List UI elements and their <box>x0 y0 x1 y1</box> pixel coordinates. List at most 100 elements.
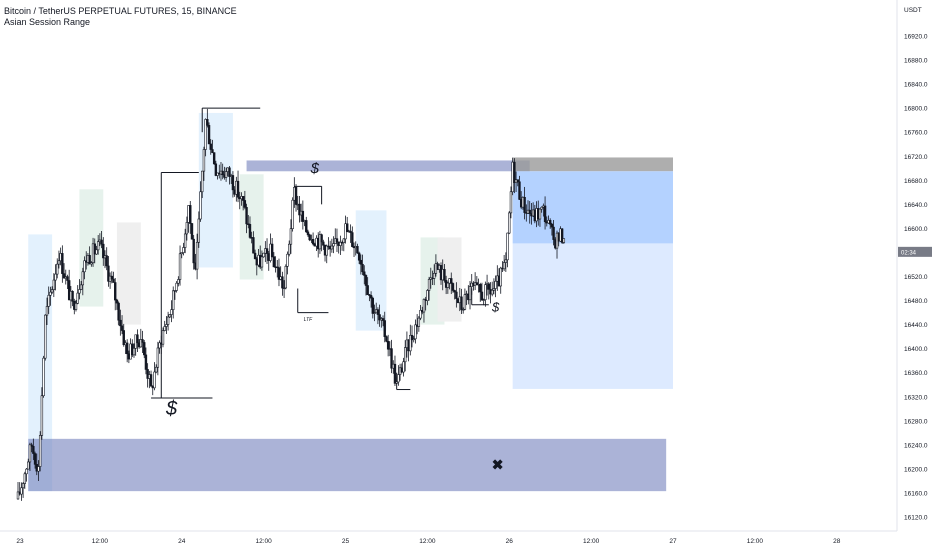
candle-body <box>49 291 52 296</box>
candle-body <box>61 253 64 274</box>
candle-body <box>27 461 30 470</box>
candle-body <box>330 245 334 250</box>
candle-body <box>146 369 149 379</box>
candle-body <box>201 170 204 193</box>
candle-body <box>359 259 363 265</box>
candle-body <box>381 318 385 321</box>
candle-body <box>178 253 182 280</box>
candle-body <box>289 228 293 245</box>
candle-body <box>50 289 54 293</box>
candle-body <box>390 348 393 369</box>
candle-body <box>90 262 93 265</box>
target-x-mark: ✖ <box>492 457 504 473</box>
candle-body <box>419 309 422 319</box>
position-risk-zone <box>512 171 673 244</box>
stop-loss-zone <box>512 157 673 172</box>
time-tick-label: 26 <box>506 538 514 545</box>
candle-body <box>192 238 195 264</box>
candle-body <box>404 347 407 363</box>
candle-body <box>410 334 414 341</box>
price-tick-label: 16600.0 <box>904 226 928 233</box>
liquidity-dollar-annotation: $ <box>310 160 320 177</box>
time-tick-label: 12:00 <box>419 538 436 545</box>
candle-body <box>376 309 380 315</box>
candle-body <box>363 271 366 276</box>
candle-body <box>172 290 175 310</box>
candle-body <box>81 271 85 286</box>
candle-body <box>322 241 325 246</box>
candle-body <box>308 234 311 241</box>
candle-body <box>332 243 335 247</box>
candle-body <box>528 209 531 214</box>
candle-body <box>168 314 172 318</box>
candle-body <box>480 291 484 301</box>
candle-body <box>487 283 490 290</box>
indicator-name: Asian Session Range <box>4 17 91 27</box>
candle-body <box>175 282 178 291</box>
candle-body <box>342 238 345 243</box>
candle-body <box>206 119 209 126</box>
candle-body <box>422 298 426 313</box>
time-tick-label: 27 <box>669 538 677 545</box>
candle-body <box>120 325 124 331</box>
candle-body <box>409 334 412 352</box>
candle-body <box>385 336 388 342</box>
candle-body <box>516 179 519 183</box>
candle-body <box>460 296 463 310</box>
candle-body <box>540 206 543 210</box>
candle-body <box>453 290 456 293</box>
candle-body <box>144 354 148 370</box>
candle-body <box>195 241 199 270</box>
candle-body <box>369 295 373 299</box>
price-tick-label: 16480.0 <box>904 298 928 305</box>
candle-body <box>20 487 23 495</box>
candle-body <box>161 330 165 345</box>
candle-body <box>276 266 279 269</box>
candle-body <box>393 363 397 384</box>
candle-body <box>356 246 359 254</box>
symbol-title: Bitcoin / TetherUS PERPETUAL FUTURES, 15… <box>4 6 237 16</box>
candle-body <box>45 306 49 316</box>
candle-body <box>402 361 405 373</box>
liquidity-dollar-annotation: $ <box>491 299 500 314</box>
candle-body <box>305 220 308 233</box>
candle-body <box>33 453 37 465</box>
candle-body <box>368 294 371 296</box>
candle-body <box>548 220 552 225</box>
candle-body <box>165 324 168 327</box>
time-tick-label: 28 <box>833 538 841 545</box>
session-range-box <box>116 222 141 325</box>
candle-body <box>509 191 513 214</box>
candle-body <box>508 212 511 234</box>
candle-body <box>286 253 289 267</box>
candle-body <box>417 317 421 327</box>
price-tick-label: 16720.0 <box>904 154 928 161</box>
candle-body <box>42 357 45 397</box>
price-tick-label: 16840.0 <box>904 82 928 89</box>
price-tick-label: 16240.0 <box>904 442 928 449</box>
ltf-annotation: LTF <box>304 317 313 323</box>
candle-body <box>23 473 27 484</box>
price-tick-label: 16880.0 <box>904 58 928 65</box>
candle-body <box>335 238 339 243</box>
candle-body <box>38 435 42 467</box>
candle-body <box>40 395 44 436</box>
price-tick-label: 16280.0 <box>904 418 928 425</box>
candle-body <box>57 260 61 265</box>
candle-body <box>277 267 281 280</box>
candle-body <box>221 170 224 176</box>
candle-body <box>455 291 458 299</box>
candle-body <box>66 276 69 281</box>
candle-body <box>284 265 287 289</box>
candle-body <box>231 175 235 191</box>
price-tick-label: 16640.0 <box>904 202 928 209</box>
candle-body <box>21 483 25 489</box>
candle-body <box>209 143 212 150</box>
candle-body <box>177 279 180 284</box>
candle-body <box>105 255 108 267</box>
candle-body <box>248 224 252 238</box>
candle-body <box>47 294 50 307</box>
candle-body <box>499 267 502 287</box>
